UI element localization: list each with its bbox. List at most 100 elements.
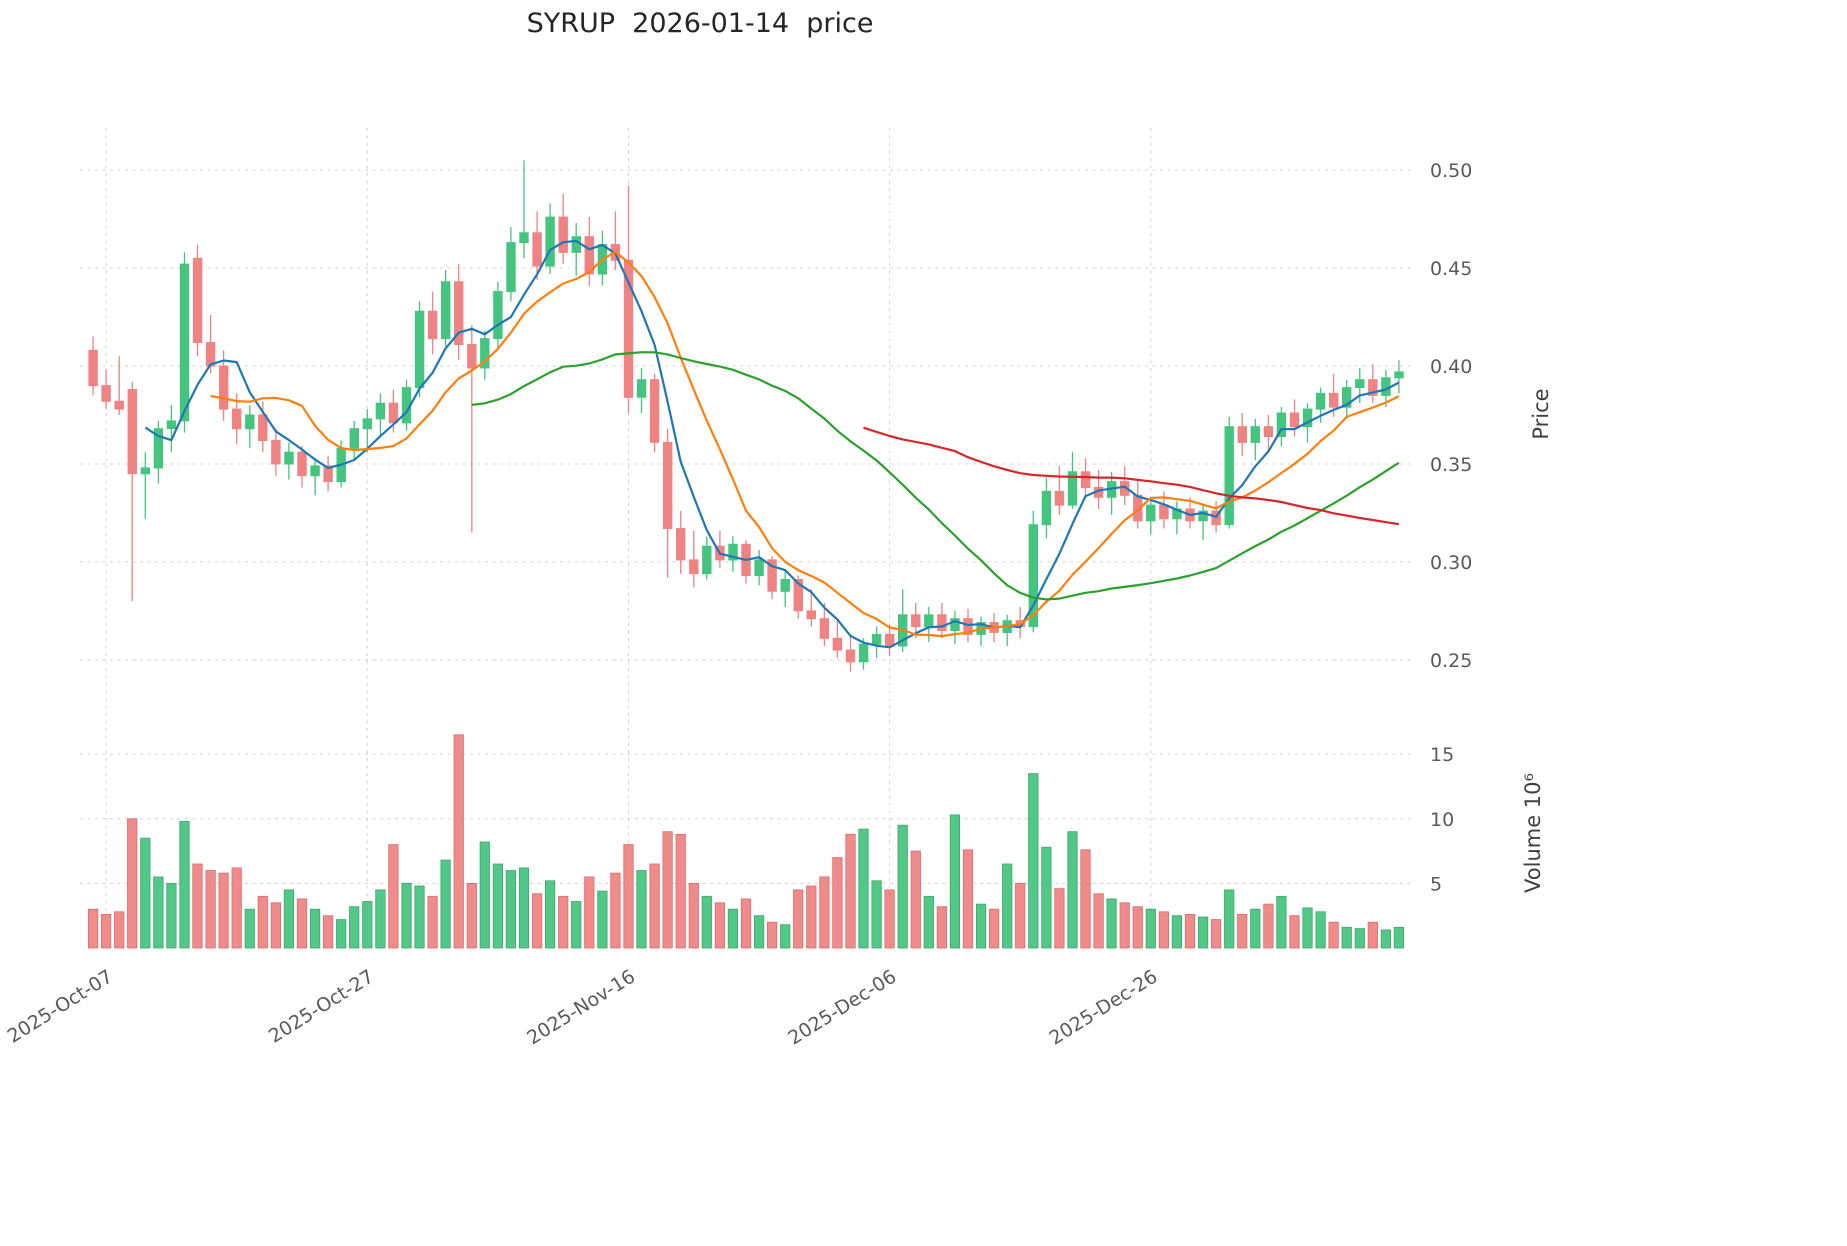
volume-bar	[571, 901, 582, 949]
volume-bar	[1237, 914, 1248, 949]
ma-5-line	[144, 239, 1400, 649]
candle-body	[232, 408, 242, 430]
volume-bar	[1158, 911, 1169, 949]
candle-body	[519, 232, 529, 244]
volume-bar	[949, 814, 961, 949]
volume-bar	[858, 828, 869, 949]
candle-body	[349, 428, 360, 449]
candle-body	[1198, 510, 1208, 522]
volume-bar	[897, 824, 908, 949]
volume-bar	[558, 895, 569, 949]
candle-body	[258, 414, 268, 441]
candle-body	[127, 389, 138, 475]
volume-bar	[440, 859, 451, 949]
candle-body	[623, 259, 634, 398]
candle-body	[924, 614, 934, 628]
volume-bar	[231, 867, 242, 949]
candle-body	[1355, 379, 1365, 389]
candle-body	[819, 618, 830, 639]
candle-body	[1041, 490, 1052, 526]
volume-bar	[532, 893, 543, 949]
volume-bar	[1276, 895, 1287, 949]
volume-bar	[192, 863, 203, 949]
volume-bar	[1106, 898, 1117, 949]
candle-body	[454, 281, 464, 345]
candle-body	[1067, 471, 1078, 506]
volume-bar	[349, 906, 360, 949]
candle-body	[1028, 524, 1038, 628]
candle-body	[140, 467, 151, 475]
volume-bar	[989, 908, 1000, 949]
volume-bar	[1054, 888, 1065, 949]
volume-bar	[740, 898, 752, 949]
candle-body	[1146, 504, 1156, 522]
volume-bar	[819, 876, 830, 949]
volume-bar	[910, 850, 921, 949]
candle-body	[101, 385, 111, 402]
candle-body	[375, 402, 386, 420]
volume-bar	[1198, 916, 1209, 949]
candle-body	[323, 465, 333, 483]
volume-bar	[780, 924, 791, 949]
volume-bar	[296, 898, 308, 949]
volume-bar	[636, 870, 647, 949]
volume-bar	[140, 837, 151, 949]
volume-bar	[1015, 883, 1026, 949]
candle-body	[728, 543, 738, 561]
volume-bar	[427, 895, 438, 949]
volume-bar	[114, 911, 125, 949]
candle-body	[754, 559, 764, 577]
volume-bar	[1080, 849, 1091, 949]
volume-bar	[1093, 893, 1104, 949]
candle-body	[1276, 412, 1287, 437]
gridlines	[80, 128, 1412, 948]
volume-bar	[1211, 919, 1222, 949]
price-tick-label: 0.35	[1430, 454, 1472, 476]
candle-body	[480, 338, 490, 369]
candle-body	[871, 633, 882, 645]
volume-bar	[1367, 921, 1378, 949]
candle-body	[702, 545, 712, 575]
candle-body	[1120, 481, 1130, 496]
moving-average-lines	[144, 239, 1400, 649]
candle-body	[1224, 426, 1234, 526]
candle-body	[558, 216, 568, 253]
volume-bar	[1302, 907, 1313, 949]
volume-bar	[767, 921, 778, 949]
volume-bar	[336, 919, 347, 949]
volume-bar	[1184, 914, 1196, 949]
candle-body	[937, 614, 947, 631]
volume-bar	[1328, 921, 1339, 949]
candle-body	[114, 400, 124, 410]
volume-bar	[675, 833, 686, 949]
volume-bar	[101, 914, 112, 949]
volume-bar	[283, 889, 295, 949]
volume-bar	[1354, 928, 1365, 949]
volume-bar	[1380, 929, 1391, 949]
candle-body	[571, 236, 581, 253]
volume-bar	[1289, 915, 1300, 949]
volume-bar	[322, 915, 334, 949]
volume-bar	[806, 885, 817, 949]
volume-bar	[127, 818, 138, 949]
candle-body	[780, 579, 790, 592]
volume-bar	[1224, 889, 1235, 949]
volume-bar	[1028, 773, 1039, 949]
volume-tick-label: 15	[1430, 744, 1454, 766]
volume-bar	[962, 849, 974, 949]
volume-bar	[623, 844, 634, 949]
candle-body	[166, 420, 177, 430]
volume-bar	[466, 883, 477, 949]
volume-bar	[414, 885, 425, 949]
candle-body	[663, 441, 673, 530]
volume-bar	[871, 880, 882, 949]
candle-body	[362, 418, 373, 430]
candle-body	[1302, 408, 1313, 428]
volume-bar	[1002, 863, 1013, 949]
candle-body	[806, 610, 816, 620]
candlesticks	[88, 160, 1404, 672]
candle-body	[192, 257, 203, 343]
volume-tick-label: 5	[1430, 873, 1442, 895]
price-tick-label: 0.40	[1430, 356, 1472, 378]
volume-bar	[662, 831, 673, 949]
